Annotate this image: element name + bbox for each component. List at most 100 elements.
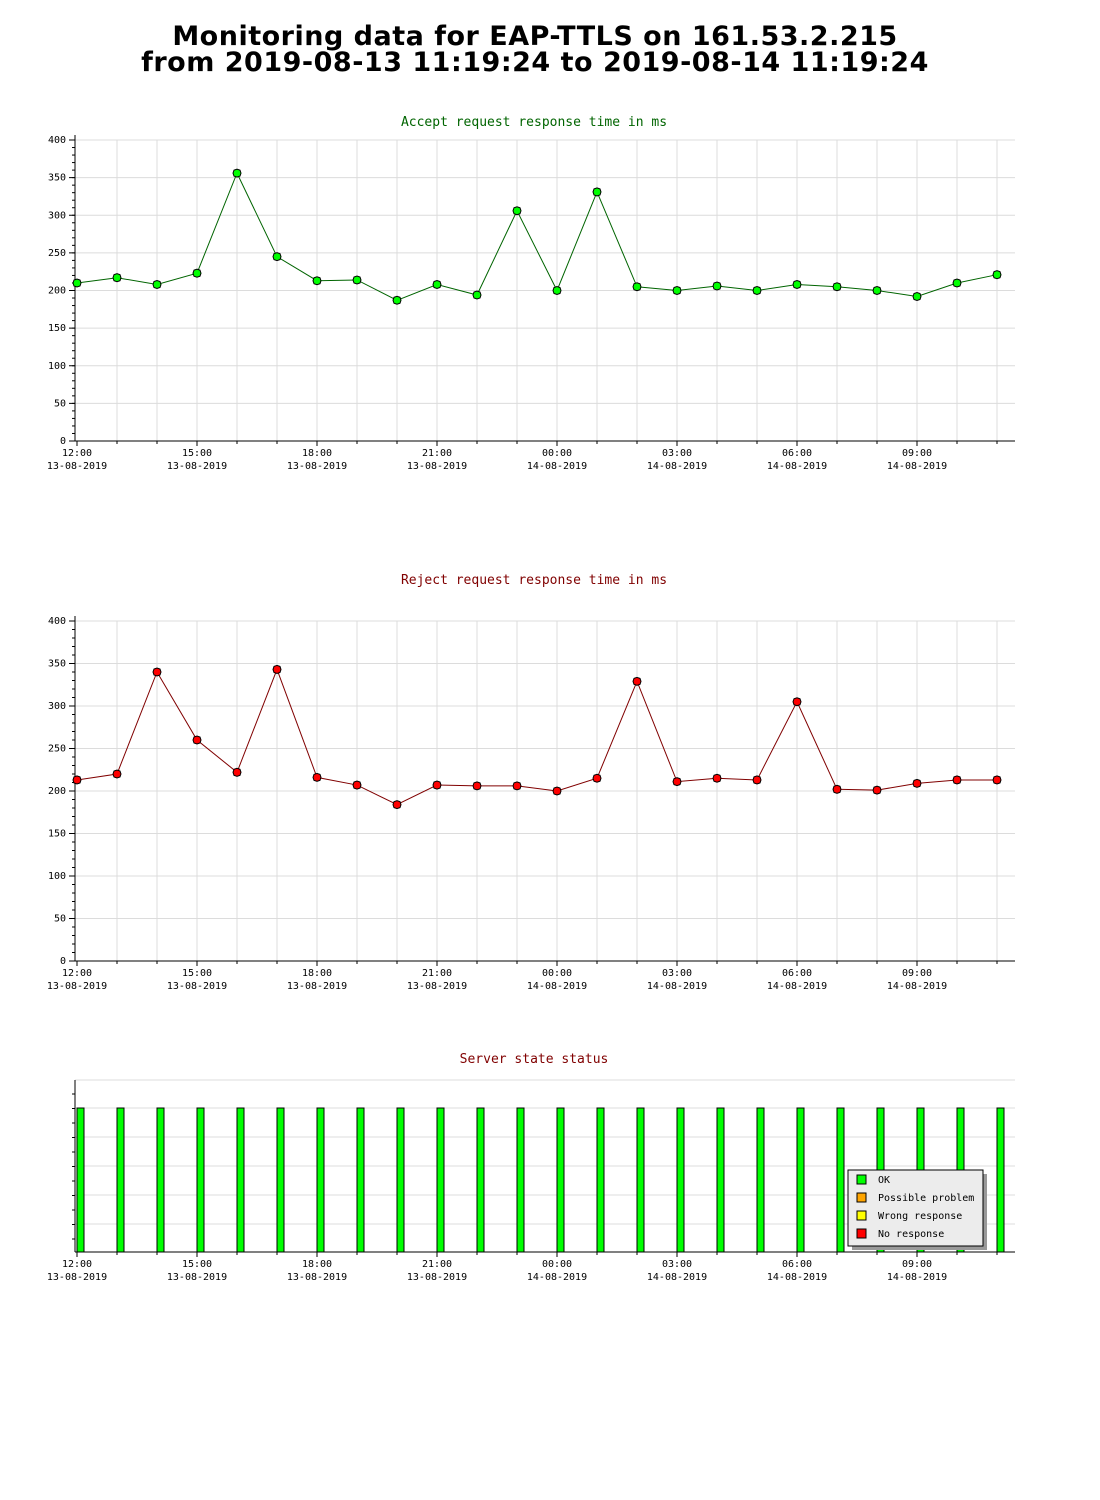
status-bar: [996, 1107, 1005, 1253]
accept-x-tick-date: 14-08-2019: [647, 461, 707, 472]
status-legend-label: No response: [878, 1229, 944, 1240]
reject-data-point: [152, 667, 162, 677]
accept-y-tick-label: 400: [48, 135, 66, 146]
status-legend-label: OK: [878, 1175, 890, 1186]
accept-data-point: [792, 279, 802, 290]
accept-data-point: [312, 276, 322, 286]
reject-data-point: [752, 775, 762, 785]
status-bar: [796, 1107, 805, 1253]
reject-x-tick-time: 15:00: [182, 968, 212, 979]
status-chart: Server state status 12:00 13-08-2019 15:00 1…: [47, 1052, 1015, 1283]
reject-data-point: [272, 664, 282, 674]
reject-x-tick-time: 09:00: [902, 968, 932, 979]
accept-data-point: [632, 282, 642, 292]
accept-x-tick-time: 00:00: [542, 448, 572, 459]
reject-x-tick-time: 06:00: [782, 968, 812, 979]
accept-chart-title: Accept request response time in ms: [401, 115, 667, 130]
reject-x-tick-time: 18:00: [302, 968, 332, 979]
accept-data-point: [512, 206, 522, 216]
status-bar: [356, 1107, 365, 1253]
status-bar: [316, 1107, 325, 1253]
reject-x-tick-date: 13-08-2019: [287, 981, 347, 992]
status-x-tick-date: 13-08-2019: [287, 1272, 347, 1283]
accept-x-tick-time: 15:00: [182, 448, 212, 459]
status-x-tick-time: 06:00: [782, 1259, 812, 1270]
accept-y-tick-label: 300: [48, 210, 66, 221]
reject-data-point: [432, 780, 442, 790]
status-legend: OK Possible problem Wrong response No respo…: [847, 1169, 987, 1250]
status-legend-label: Possible problem: [878, 1193, 974, 1204]
reject-chart: Reject request response time in ms 0 50 100…: [47, 573, 1015, 992]
accept-data-point: [392, 295, 402, 305]
reject-data-point: [632, 676, 642, 686]
status-x-tick-date: 14-08-2019: [647, 1272, 707, 1283]
reject-data-point: [392, 800, 402, 810]
status-bar: [836, 1107, 845, 1253]
accept-y-tick-label: 350: [48, 173, 66, 184]
status-bar: [716, 1107, 725, 1253]
status-x-tick-date: 13-08-2019: [47, 1272, 107, 1283]
status-legend-box: [847, 1169, 984, 1247]
page-title-line-1: Monitoring data for EAP-TTLS on 161.53.2…: [172, 21, 898, 52]
accept-x-tick-date: 14-08-2019: [887, 461, 947, 472]
status-x-tick-time: 18:00: [302, 1259, 332, 1270]
accept-data-point: [352, 275, 362, 285]
status-x-tick-time: 15:00: [182, 1259, 212, 1270]
accept-data-point: [272, 252, 282, 262]
accept-x-tick-date: 13-08-2019: [287, 461, 347, 472]
reject-data-point: [792, 697, 802, 707]
status-chart-title: Server state status: [460, 1052, 609, 1067]
reject-data-point: [472, 781, 482, 791]
accept-data-point: [952, 278, 962, 288]
accept-y-tick-label: 200: [48, 286, 66, 297]
reject-data-point: [192, 735, 202, 745]
accept-data-point: [872, 285, 882, 296]
reject-data-point: [552, 786, 562, 796]
reject-data-point: [312, 772, 322, 782]
accept-x-tick-date: 13-08-2019: [47, 461, 107, 472]
reject-chart-title: Reject request response time in ms: [401, 573, 667, 588]
reject-data-point: [512, 781, 522, 791]
accept-x-tick-time: 21:00: [422, 448, 452, 459]
accept-data-point: [912, 291, 922, 302]
reject-y-tick-label: 100: [48, 871, 66, 882]
status-x-tick-date: 14-08-2019: [887, 1272, 947, 1283]
accept-x-tick-time: 12:00: [62, 448, 92, 459]
accept-data-point: [192, 268, 202, 278]
accept-data-point: [432, 279, 442, 290]
status-bar: [396, 1107, 405, 1253]
reject-x-tick-time: 00:00: [542, 968, 572, 979]
status-x-tick-date: 13-08-2019: [407, 1272, 467, 1283]
reject-y-tick-label: 350: [48, 659, 66, 670]
reject-x-tick-date: 13-08-2019: [407, 981, 467, 992]
reject-x-tick-time: 21:00: [422, 968, 452, 979]
reject-x-tick-date: 14-08-2019: [767, 981, 827, 992]
accept-x-tick-time: 06:00: [782, 448, 812, 459]
accept-x-tick-time: 09:00: [902, 448, 932, 459]
page-title: Monitoring data for EAP-TTLS on 161.53.2…: [0, 21, 1070, 76]
reject-y-tick-label: 300: [48, 701, 66, 712]
status-bar: [516, 1107, 525, 1253]
reject-data-point: [352, 780, 362, 790]
reject-x-tick-time: 12:00: [62, 968, 92, 979]
reject-y-tick-label: 150: [48, 829, 66, 840]
accept-x-tick-date: 14-08-2019: [527, 461, 587, 472]
status-bar: [236, 1107, 245, 1253]
status-x-tick-time: 09:00: [902, 1259, 932, 1270]
accept-y-tick-label: 100: [48, 361, 66, 372]
status-bar: [676, 1107, 685, 1253]
accept-y-tick-label: 0: [60, 436, 66, 447]
accept-series-line: [76, 171, 998, 301]
accept-data-point: [752, 285, 762, 296]
status-legend-label: Wrong response: [878, 1211, 962, 1222]
status-x-tick-time: 00:00: [542, 1259, 572, 1270]
accept-data-point: [552, 285, 562, 296]
accept-data-point: [472, 290, 482, 300]
status-bar: [116, 1107, 125, 1253]
status-bar: [476, 1107, 485, 1253]
accept-x-tick-date: 13-08-2019: [167, 461, 227, 472]
status-x-tick-date: 13-08-2019: [167, 1272, 227, 1283]
accept-data-point: [152, 279, 162, 290]
status-bar: [276, 1107, 285, 1253]
reject-x-tick-date: 14-08-2019: [527, 981, 587, 992]
